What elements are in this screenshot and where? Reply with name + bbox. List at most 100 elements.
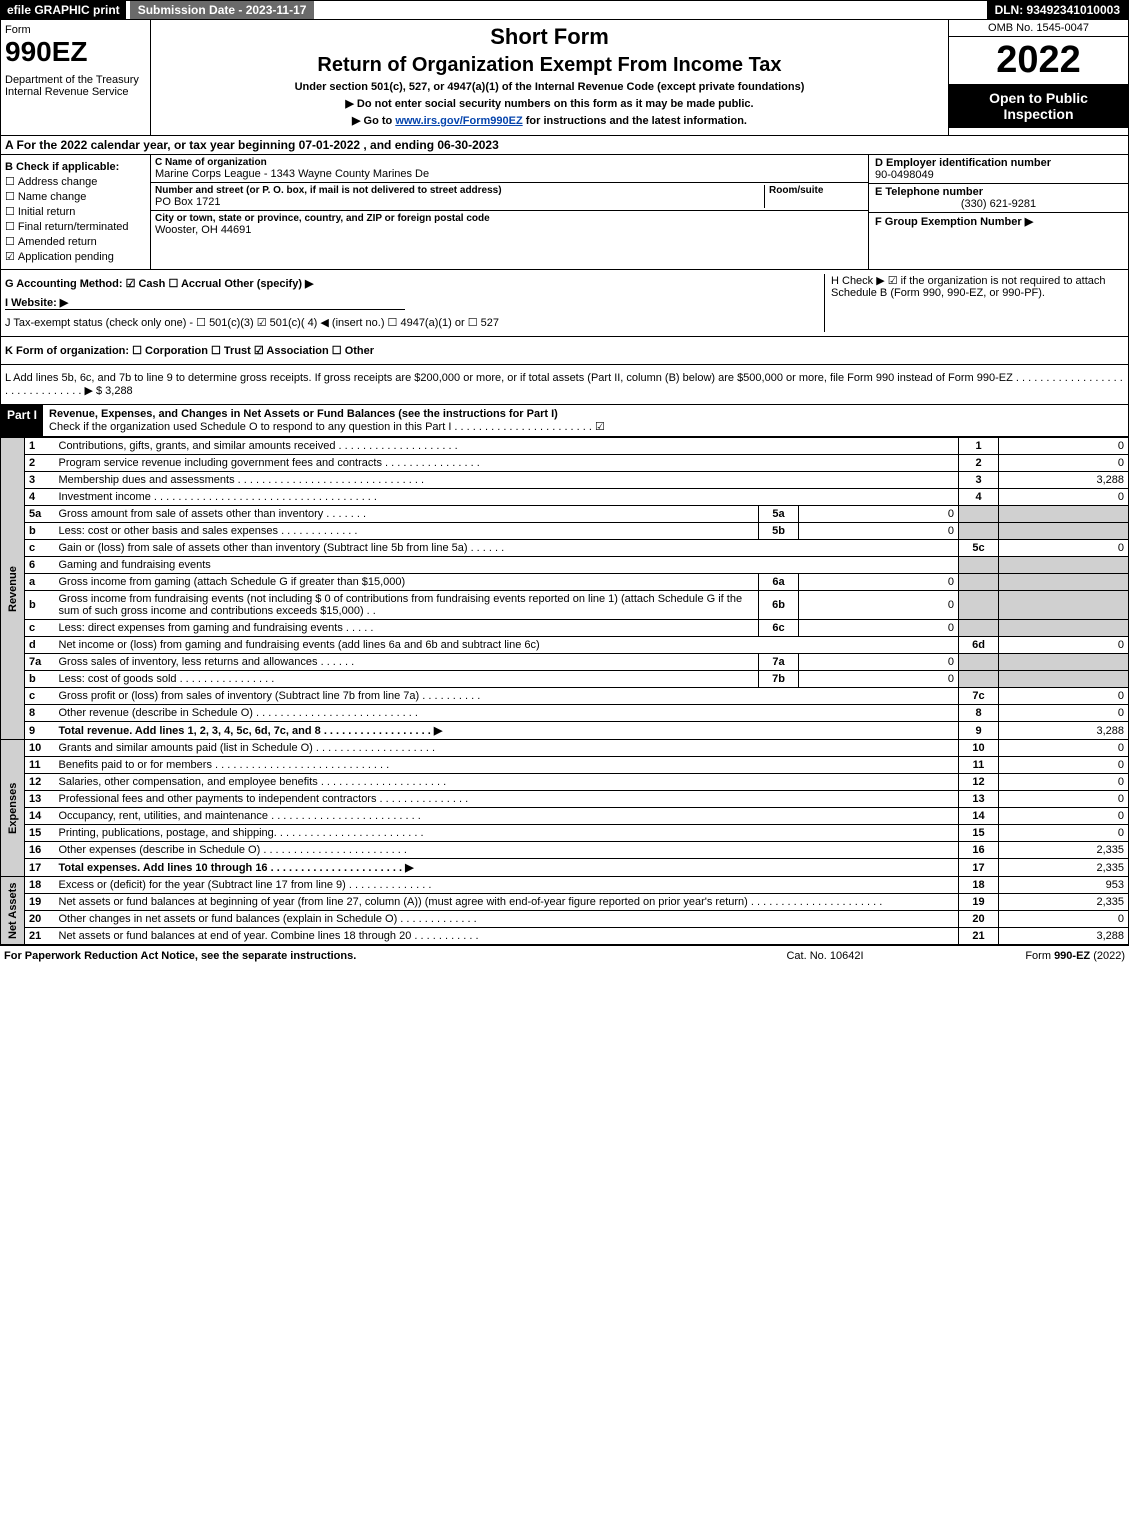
room-lbl: Room/suite (769, 185, 864, 196)
ein-val: 90-0498049 (875, 169, 1122, 181)
table-row: 5a Gross amount from sale of assets othe… (1, 506, 1129, 523)
row-rnum: 1 (959, 438, 999, 455)
chk-address[interactable]: Address change (5, 175, 146, 188)
table-row: 8 Other revenue (describe in Schedule O)… (1, 705, 1129, 722)
table-row: c Less: direct expenses from gaming and … (1, 620, 1129, 637)
table-row: 9 Total revenue. Add lines 1, 2, 3, 4, 5… (1, 722, 1129, 740)
org-name-block: C Name of organization Marine Corps Leag… (151, 155, 868, 183)
mid-section: G Accounting Method: ☑ Cash ☐ Accrual Ot… (0, 270, 1129, 337)
table-row: Revenue 1 Contributions, gifts, grants, … (1, 438, 1129, 455)
header-center: Short Form Return of Organization Exempt… (151, 20, 948, 135)
line-k-section: K Form of organization: ☐ Corporation ☐ … (0, 337, 1129, 365)
table-row: 2 Program service revenue including gove… (1, 455, 1129, 472)
instr-link: ▶ Go to www.irs.gov/Form990EZ for instru… (159, 114, 940, 127)
submission-date: Submission Date - 2023-11-17 (130, 1, 315, 19)
instr2-pre: ▶ Go to (352, 115, 395, 127)
part1-badge: Part I (1, 405, 43, 436)
chk-final[interactable]: Final return/terminated (5, 220, 146, 233)
chk-amended[interactable]: Amended return (5, 235, 146, 248)
line-j: J Tax-exempt status (check only one) - ☐… (5, 316, 824, 329)
col-c-org: C Name of organization Marine Corps Leag… (151, 155, 868, 269)
ein-lbl: D Employer identification number (875, 157, 1122, 169)
page-footer: For Paperwork Reduction Act Notice, see … (0, 945, 1129, 966)
instr2-post: for instructions and the latest informat… (523, 115, 747, 127)
col-b-checkboxes: B Check if applicable: Address change Na… (1, 155, 151, 269)
irs-link[interactable]: www.irs.gov/Form990EZ (395, 115, 522, 127)
info-row: B Check if applicable: Address change Na… (0, 155, 1129, 270)
ein-block: D Employer identification number 90-0498… (869, 155, 1128, 184)
part1-table: Revenue 1 Contributions, gifts, grants, … (0, 437, 1129, 945)
table-row: Expenses 10 Grants and similar amounts p… (1, 740, 1129, 757)
part1-title-text: Revenue, Expenses, and Changes in Net As… (49, 408, 558, 420)
tax-year: 2022 (949, 37, 1128, 84)
dept-label: Department of the Treasury Internal Reve… (5, 74, 146, 98)
part1-subtitle: Check if the organization used Schedule … (49, 421, 605, 433)
chk-pending[interactable]: Application pending (5, 250, 146, 263)
city-val: Wooster, OH 44691 (155, 224, 864, 236)
phone-block: E Telephone number (330) 621-9281 (869, 184, 1128, 213)
table-row: 11 Benefits paid to or for members . . .… (1, 757, 1129, 774)
line-g: G Accounting Method: ☑ Cash ☐ Accrual Ot… (5, 277, 824, 290)
footer-form: Form 990-EZ (2022) (925, 950, 1125, 962)
table-row: 16 Other expenses (describe in Schedule … (1, 842, 1129, 859)
street-block: Number and street (or P. O. box, if mail… (151, 183, 868, 211)
table-row: 15 Printing, publications, postage, and … (1, 825, 1129, 842)
city-block: City or town, state or province, country… (151, 211, 868, 238)
line-k: K Form of organization: ☐ Corporation ☐ … (5, 344, 1124, 357)
table-row: 7a Gross sales of inventory, less return… (1, 654, 1129, 671)
revenue-label: Revenue (1, 438, 25, 740)
footer-cat: Cat. No. 10642I (725, 950, 925, 962)
table-row: 19 Net assets or fund balances at beginn… (1, 894, 1129, 911)
street-lbl: Number and street (or P. O. box, if mail… (155, 185, 764, 196)
short-form-title: Short Form (159, 24, 940, 50)
city-lbl: City or town, state or province, country… (155, 213, 864, 224)
table-row: b Less: cost of goods sold . . . . . . .… (1, 671, 1129, 688)
org-name: Marine Corps League - 1343 Wayne County … (155, 168, 864, 180)
expenses-label: Expenses (1, 740, 25, 877)
row-num: 1 (25, 438, 55, 455)
table-row: d Net income or (loss) from gaming and f… (1, 637, 1129, 654)
group-lbl: F Group Exemption Number ▶ (875, 216, 1033, 228)
table-row: 4 Investment income . . . . . . . . . . … (1, 489, 1129, 506)
table-row: 21 Net assets or fund balances at end of… (1, 928, 1129, 945)
table-row: 17 Total expenses. Add lines 10 through … (1, 859, 1129, 877)
org-name-lbl: C Name of organization (155, 157, 864, 168)
omb-number: OMB No. 1545-0047 (949, 20, 1128, 37)
table-row: 12 Salaries, other compensation, and emp… (1, 774, 1129, 791)
table-row: b Less: cost or other basis and sales ex… (1, 523, 1129, 540)
footer-left: For Paperwork Reduction Act Notice, see … (4, 950, 725, 962)
street-val: PO Box 1721 (155, 196, 764, 208)
dln-label: DLN: 93492341010003 (987, 1, 1128, 19)
table-row: Net Assets 18 Excess or (deficit) for th… (1, 877, 1129, 894)
instr-ssn: ▶ Do not enter social security numbers o… (159, 97, 940, 110)
part1-title: Revenue, Expenses, and Changes in Net As… (43, 405, 1128, 436)
top-bar: efile GRAPHIC print Submission Date - 20… (0, 0, 1129, 20)
efile-label[interactable]: efile GRAPHIC print (1, 1, 126, 19)
table-row: 3 Membership dues and assessments . . . … (1, 472, 1129, 489)
part1-header-row: Part I Revenue, Expenses, and Changes in… (0, 405, 1129, 437)
table-row: b Gross income from fundraising events (… (1, 591, 1129, 620)
table-row: c Gross profit or (loss) from sales of i… (1, 688, 1129, 705)
under-section: Under section 501(c), 527, or 4947(a)(1)… (159, 81, 940, 93)
col-b-title: B Check if applicable: (5, 161, 146, 173)
return-title: Return of Organization Exempt From Incom… (159, 54, 940, 77)
table-row: 14 Occupancy, rent, utilities, and maint… (1, 808, 1129, 825)
chk-name[interactable]: Name change (5, 190, 146, 203)
header-right: OMB No. 1545-0047 2022 Open to Public In… (948, 20, 1128, 135)
phone-lbl: E Telephone number (875, 186, 1122, 198)
header-left: Form 990EZ Department of the Treasury In… (1, 20, 151, 135)
line-l-section: L Add lines 5b, 6c, and 7b to line 9 to … (0, 365, 1129, 405)
row-desc: Contributions, gifts, grants, and simila… (55, 438, 959, 455)
col-de: D Employer identification number 90-0498… (868, 155, 1128, 269)
line-h: H Check ▶ ☑ if the organization is not r… (824, 274, 1124, 332)
table-row: 6 Gaming and fundraising events (1, 557, 1129, 574)
table-row: 13 Professional fees and other payments … (1, 791, 1129, 808)
table-row: a Gross income from gaming (attach Sched… (1, 574, 1129, 591)
line-i: I Website: ▶ (5, 296, 405, 310)
chk-initial[interactable]: Initial return (5, 205, 146, 218)
form-number: 990EZ (5, 36, 146, 68)
netassets-label: Net Assets (1, 877, 25, 945)
table-row: 20 Other changes in net assets or fund b… (1, 911, 1129, 928)
open-public: Open to Public Inspection (949, 84, 1128, 128)
line-l: L Add lines 5b, 6c, and 7b to line 9 to … (5, 372, 1124, 397)
